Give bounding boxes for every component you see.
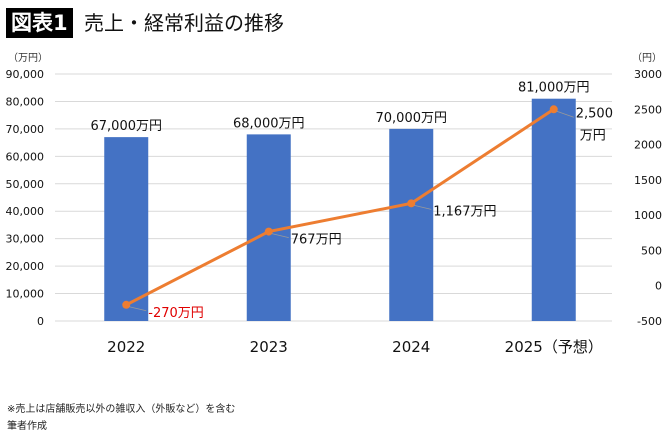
bar-2024: [389, 128, 434, 321]
left-tick-label: 0: [37, 315, 44, 328]
right-tick-label: 2000: [634, 139, 662, 152]
right-axis-unit: （円）: [632, 52, 662, 64]
bar-data-label: 81,000万円: [518, 81, 590, 96]
left-tick-label: 90,000: [6, 68, 45, 81]
line-data-label: 2,500: [576, 106, 613, 121]
left-tick-label: 40,000: [6, 205, 45, 218]
right-tick-label: 500: [641, 244, 662, 257]
leader-line: [271, 233, 289, 238]
line-series-profit: [125, 108, 555, 307]
left-tick-label: 10,000: [6, 288, 45, 301]
footnote-1: ※売上は店舗販売以外の雑収入（外販など）を含む: [7, 404, 236, 415]
line-data-label: 万円: [580, 128, 606, 143]
right-tick-label: -500: [637, 315, 662, 328]
right-tick-label: 1500: [634, 174, 662, 187]
leader-line: [129, 306, 147, 312]
bar-data-label: 68,000万円: [233, 116, 305, 131]
right-tick-label: 2500: [634, 103, 662, 116]
line-point: [407, 199, 416, 208]
footnote-2: 筆者作成: [7, 421, 47, 432]
right-tick-label: 1000: [634, 209, 662, 222]
line-point: [122, 300, 131, 309]
line-point: [264, 227, 273, 236]
left-tick-label: 70,000: [6, 123, 45, 136]
left-tick-label: 60,000: [6, 150, 45, 163]
leader-line: [556, 110, 574, 118]
figure-badge: 図表1: [6, 8, 73, 38]
left-tick-label: 30,000: [6, 233, 45, 246]
category-label: 2024: [392, 338, 430, 356]
left-tick-label: 50,000: [6, 178, 45, 191]
right-tick-label: 3000: [634, 68, 662, 81]
category-label: 2025（予想）: [505, 338, 603, 356]
left-tick-label: 80,000: [6, 95, 45, 108]
line-point: [549, 105, 558, 114]
bar-data-label: 67,000万円: [91, 119, 163, 134]
leader-line: [414, 204, 432, 210]
left-axis-unit: （万円）: [8, 52, 48, 64]
right-tick-label: 0: [655, 280, 662, 293]
bar-data-label: 70,000万円: [376, 111, 448, 126]
chart: （万円） （円） 0 10,000 20,000 30,000 40,000 50,000 60…: [6, 52, 663, 356]
category-label: 2022: [107, 338, 145, 356]
left-tick-label: 20,000: [6, 260, 45, 273]
category-label: 2023: [250, 338, 288, 356]
bar-2022: [104, 137, 149, 321]
bar-2025（予想）: [531, 98, 576, 321]
line-data-label: 767万円: [291, 233, 342, 248]
line-data-label: 1,167万円: [433, 204, 496, 219]
figure-title: 売上・経常利益の推移: [84, 11, 284, 35]
line-data-label: -270万円: [148, 306, 204, 321]
